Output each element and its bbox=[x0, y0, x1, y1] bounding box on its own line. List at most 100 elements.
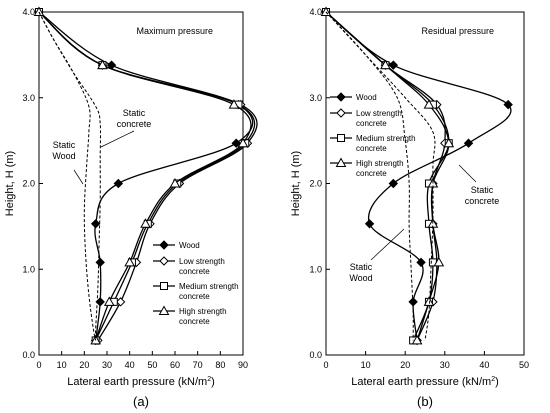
series-static-concrete-line bbox=[38, 11, 102, 341]
series-high-strength-concrete-point bbox=[433, 256, 445, 267]
x-tick-label: 20 bbox=[400, 360, 410, 370]
legend-label: Medium strength bbox=[179, 282, 239, 291]
panel-title: Residual pressure bbox=[421, 26, 494, 36]
series-high-strength-concrete-point bbox=[124, 256, 136, 267]
legend-label: High strength bbox=[356, 159, 404, 168]
x-tick-label: 80 bbox=[215, 360, 225, 370]
x-tick-label: 30 bbox=[102, 360, 112, 370]
series-high-strength-concrete-point bbox=[140, 218, 151, 228]
legend-label: concrete bbox=[356, 119, 387, 128]
x-tick-label: 20 bbox=[79, 360, 89, 370]
series-high-strength-concrete-point bbox=[33, 6, 45, 16]
y-tick-label: 2.0 bbox=[22, 179, 35, 189]
series-wood-line bbox=[325, 11, 512, 341]
x-tick-label: 10 bbox=[57, 360, 67, 370]
panel-label: (b) bbox=[417, 394, 433, 409]
x-tick-label: 40 bbox=[125, 360, 135, 370]
y-tick-label: 0.0 bbox=[22, 350, 35, 360]
static-concrete-arrow bbox=[100, 130, 135, 148]
series-high-strength-concrete-point bbox=[411, 334, 423, 345]
panel-a-maximum-pressure: 0 10 20 30 40 50 60 70 80 90 0.0 1.0 2.0 3.0 4.0 Latera… bbox=[4, 6, 258, 409]
series-wood-point bbox=[463, 138, 474, 148]
x-tick-label: 90 bbox=[238, 360, 248, 370]
series-high-strength-concrete-point bbox=[423, 99, 435, 109]
static-wood-arrow bbox=[73, 169, 84, 185]
y-tick-label: 3.0 bbox=[309, 93, 322, 103]
static-concrete-annotation: Static bbox=[471, 185, 494, 195]
panel-label: (a) bbox=[133, 394, 149, 409]
static-wood-annotation: Static bbox=[53, 140, 76, 150]
y-tick-label: 1.0 bbox=[22, 264, 35, 274]
static-wood-arrow bbox=[370, 228, 405, 261]
panel-b-residual-pressure: 0 10 20 30 40 50 0.0 1.0 2.0 3.0 4.0 Lateral earth … bbox=[290, 6, 529, 409]
legend-label: Low strength bbox=[356, 109, 402, 118]
series-wood-point bbox=[113, 178, 124, 189]
series-static-wood-line bbox=[38, 11, 97, 341]
x-tick-label: 70 bbox=[193, 360, 203, 370]
plot-frame bbox=[38, 11, 244, 356]
legend-swatch-marker bbox=[159, 256, 169, 266]
y-tick-label: 4.0 bbox=[22, 7, 35, 17]
legend-label: High strength bbox=[179, 307, 227, 316]
x-tick-label: 0 bbox=[36, 360, 41, 370]
series-wood-point bbox=[90, 219, 101, 229]
legend-swatch-marker bbox=[335, 157, 347, 167]
legend-swatch-marker bbox=[336, 92, 346, 102]
series-static-wood-line bbox=[325, 11, 414, 341]
legend-label: Wood bbox=[179, 241, 200, 250]
y-tick-label: 0.0 bbox=[309, 350, 322, 360]
series-wood-point bbox=[95, 257, 105, 268]
legend-label: concrete bbox=[179, 317, 210, 326]
series-high-strength-concrete-point bbox=[443, 137, 455, 148]
static-concrete-annotation: concrete bbox=[117, 119, 152, 129]
series-high-strength-concrete-line bbox=[38, 11, 252, 341]
panel-title: Maximum pressure bbox=[136, 26, 213, 36]
legend-swatch-marker bbox=[159, 240, 169, 250]
series-high-strength-concrete-point bbox=[97, 59, 108, 70]
x-tick-label: 50 bbox=[519, 360, 529, 370]
series-high-strength-concrete-point bbox=[380, 59, 391, 70]
y-axis-label: Height, H (m) bbox=[4, 151, 16, 216]
x-axis-label: Lateral earth pressure (kN/m2) bbox=[351, 376, 499, 388]
series-low-strength-concrete-point bbox=[115, 297, 126, 307]
legend-label: concrete bbox=[179, 292, 210, 301]
x-axis-label: Lateral earth pressure (kN/m2) bbox=[67, 376, 215, 388]
legend-swatch-marker bbox=[336, 108, 346, 118]
legend-swatch-marker bbox=[160, 282, 168, 290]
static-wood-annotation: Wood bbox=[52, 151, 75, 161]
series-wood-point bbox=[416, 257, 426, 268]
series-wood-point bbox=[503, 99, 513, 110]
series-wood-point bbox=[388, 178, 399, 189]
series-low-strength-concrete-line bbox=[38, 11, 258, 341]
series-wood-line bbox=[38, 11, 254, 344]
static-concrete-annotation: concrete bbox=[465, 196, 500, 206]
series-wood-point bbox=[364, 219, 375, 229]
x-tick-label: 40 bbox=[479, 360, 489, 370]
legend-swatch-marker bbox=[337, 134, 345, 142]
static-wood-annotation: Wood bbox=[349, 273, 372, 283]
static-concrete-arrow bbox=[458, 164, 477, 183]
x-tick-label: 10 bbox=[361, 360, 371, 370]
legend-label: Medium strength bbox=[356, 134, 416, 143]
static-wood-annotation: Static bbox=[350, 262, 373, 272]
series-medium-strength-concrete-line bbox=[38, 11, 256, 341]
x-tick-label: 50 bbox=[147, 360, 157, 370]
series-high-strength-concrete-point bbox=[169, 177, 181, 188]
series-high-strength-concrete-point bbox=[237, 137, 249, 148]
legend-label: concrete bbox=[179, 267, 210, 276]
y-tick-label: 4.0 bbox=[309, 7, 322, 17]
series-high-strength-concrete-point bbox=[320, 6, 332, 16]
y-tick-label: 2.0 bbox=[309, 179, 322, 189]
series-high-strength-concrete-point bbox=[423, 296, 435, 306]
legend-label: concrete bbox=[356, 144, 387, 153]
legend-label: Wood bbox=[356, 93, 377, 102]
legend-label: Low strength bbox=[179, 257, 225, 266]
y-tick-label: 1.0 bbox=[309, 264, 322, 274]
series-wood-point bbox=[231, 138, 241, 148]
y-tick-label: 3.0 bbox=[22, 93, 35, 103]
x-tick-label: 30 bbox=[440, 360, 450, 370]
static-concrete-annotation: Static bbox=[123, 108, 146, 118]
